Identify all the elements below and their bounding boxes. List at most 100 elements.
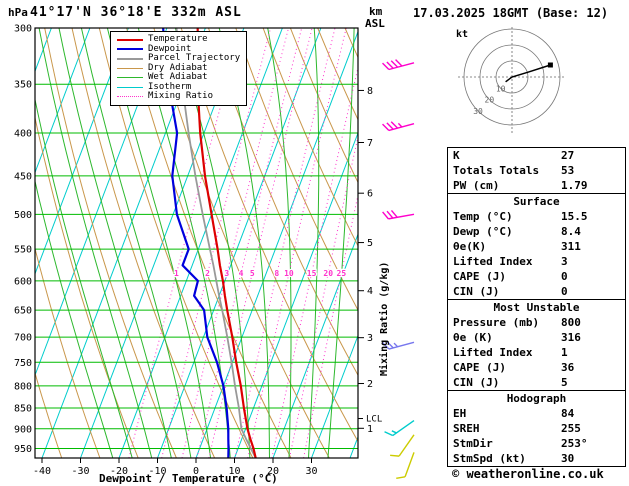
pressure-tick-label: 850 — [14, 403, 32, 414]
mixing-ratio-value-label: 5 — [250, 269, 255, 278]
legend-line-sample — [117, 86, 143, 88]
mixing-ratio-value-label: 25 — [337, 269, 347, 278]
temperature-tick-label: 10 — [228, 466, 240, 477]
km-tick-label: 1 — [367, 424, 373, 435]
stat-label: Pressure (mb) — [453, 316, 540, 329]
km-tick-label: 5 — [367, 238, 373, 249]
stat-value: 15.5 — [561, 210, 588, 223]
stat-row: Lifted Index 1 — [448, 345, 625, 360]
km-tick-label: 7 — [367, 138, 373, 149]
dewpoint-line — [162, 28, 230, 458]
wind-barb — [382, 121, 415, 132]
parcel-trajectory-line — [175, 28, 257, 458]
hodograph-ring-label: 20 — [485, 96, 495, 105]
stat-value: 255 — [561, 422, 581, 435]
storm-motion-marker — [547, 62, 553, 68]
pressure-tick-label: 400 — [14, 128, 32, 139]
wind-barb — [382, 59, 415, 71]
altitude-axis: 1 2 3 4 5 6 7 8 LCL — [358, 86, 382, 435]
legend-label: Dry Adiabat — [148, 62, 208, 73]
stat-label: K — [453, 149, 460, 162]
legend-label: Temperature — [148, 34, 208, 45]
mixing-ratio-value-label: 20 — [323, 269, 333, 278]
stat-row: Pressure (mb) 800 — [448, 315, 625, 330]
stat-value: 30 — [561, 452, 575, 465]
temperature-tick-label: 30 — [305, 466, 317, 477]
wind-barb — [396, 452, 415, 480]
pressure-tick-label: 500 — [14, 210, 32, 221]
stat-label: θe(K) — [453, 240, 487, 253]
stat-value: 800 — [561, 316, 581, 329]
km-tick-label: 2 — [367, 379, 373, 390]
temperature-tick-label: -30 — [71, 466, 89, 477]
stat-label: StmDir — [453, 437, 493, 450]
km-tick-label: 6 — [367, 189, 373, 200]
legend-item: Dewpoint — [117, 43, 240, 55]
stat-row: PW (cm) 1.79 — [448, 178, 625, 193]
legend-label: Dewpoint — [148, 43, 192, 54]
temperature-line — [196, 28, 257, 458]
stats-section: Surface Temp (°C) 15.5 Dewp (°C) 8.4 θe(K) 311… — [448, 193, 625, 299]
stat-label: Dewp (°C) — [453, 225, 513, 238]
temperature-axis: -40 -30 -20 -10 0 10 20 30 — [33, 458, 318, 477]
pressure-tick-label: 800 — [14, 381, 32, 392]
pressure-tick-label: 750 — [14, 358, 32, 369]
hodograph-ring-label: 30 — [473, 107, 483, 116]
station-title: 41°17'N 36°18'E 332m ASL — [30, 5, 242, 20]
stat-label: PW (cm) — [453, 179, 500, 192]
hodograph-trace — [505, 64, 551, 83]
legend-label: Mixing Ratio — [148, 91, 214, 102]
pressure-axis-unit: hPa — [8, 6, 28, 19]
altitude-axis-unit-km: km — [369, 5, 383, 18]
legend-label: Parcel Trajectory — [148, 53, 241, 64]
legend-line-sample — [117, 57, 143, 60]
legend-label: Wet Adiabat — [148, 72, 208, 83]
stat-value: 8.4 — [561, 225, 581, 238]
pressure-tick-label: 900 — [14, 424, 32, 435]
stat-value: 84 — [561, 407, 575, 420]
mixing-ratio-value-label: 3 — [224, 269, 229, 278]
hodograph-unit-label: kt — [456, 29, 468, 40]
legend-label: Isotherm — [148, 81, 192, 92]
stat-row: CAPE (J) 0 — [448, 269, 625, 284]
temperature-tick-label: 20 — [267, 466, 279, 477]
legend-line-sample — [117, 38, 143, 41]
stat-value: 53 — [561, 164, 575, 177]
stat-label: CAPE (J) — [453, 270, 506, 283]
stat-label: CIN (J) — [453, 376, 500, 389]
stat-row: θe (K) 316 — [448, 330, 625, 345]
mixing-ratio-value-label: 2 — [205, 269, 210, 278]
stat-value: 27 — [561, 149, 575, 162]
stat-row: CAPE (J) 36 — [448, 360, 625, 375]
pressure-tick-label: 650 — [14, 306, 32, 317]
mixing-ratio-value-label: 4 — [239, 269, 244, 278]
legend-line-sample — [117, 96, 143, 98]
pressure-tick-label: 450 — [14, 171, 32, 182]
temperature-tick-label: -40 — [33, 466, 51, 477]
stat-value: 316 — [561, 331, 581, 344]
stat-label: Lifted Index — [453, 346, 533, 359]
wind-barb — [384, 420, 415, 437]
km-tick-label: 4 — [367, 286, 373, 297]
pressure-gridlines — [35, 83, 358, 450]
stat-label: Lifted Index — [453, 255, 533, 268]
pressure-tick-label: 350 — [14, 80, 32, 91]
legend: Temperature Dewpoint Parcel Trajectory Dry … — [110, 31, 248, 106]
stat-row: θe(K) 311 — [448, 239, 625, 254]
pressure-tick-label: 950 — [14, 444, 32, 455]
stat-value: 253° — [561, 437, 588, 450]
stat-label: Temp (°C) — [453, 210, 513, 223]
profile-lines — [162, 28, 257, 458]
stat-row: CIN (J) 5 — [448, 375, 625, 390]
stat-row: Lifted Index 3 — [448, 254, 625, 269]
stat-row: SREH 255 — [448, 421, 625, 436]
stat-value: 36 — [561, 361, 575, 374]
stats-section-indices: K 27 Totals Totals 53 PW (cm) 1.79 — [448, 148, 625, 193]
stat-value: 3 — [561, 255, 568, 268]
stat-value: 5 — [561, 376, 568, 389]
pressure-tick-label: 600 — [14, 276, 32, 287]
mixing-ratio-lines — [128, 28, 358, 458]
stat-row: Temp (°C) 15.5 — [448, 209, 625, 224]
stat-label: EH — [453, 407, 467, 420]
